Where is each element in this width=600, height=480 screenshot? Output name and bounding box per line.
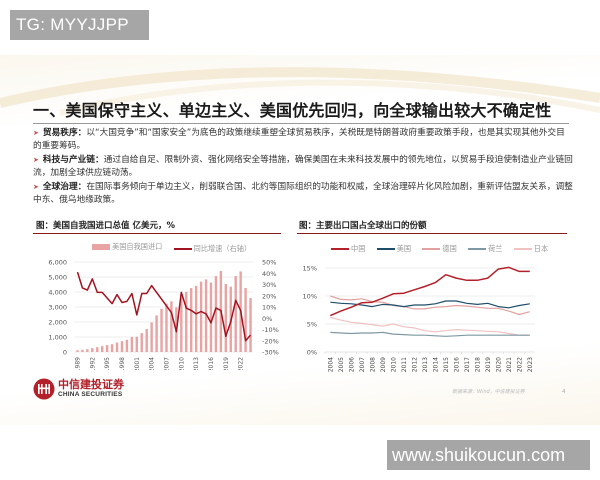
svg-text:2004: 2004 [149,357,156,370]
svg-text:2007: 2007 [163,357,170,370]
legend-item-netherlands: 荷兰 [468,244,502,254]
left-chart-title: 图：美国自我国进口总值 亿美元，% [36,221,175,231]
svg-text:1992: 1992 [89,357,96,370]
svg-text:2020: 2020 [495,357,502,372]
svg-text:1998: 1998 [119,357,126,370]
svg-text:2015: 2015 [443,357,450,372]
svg-text:2022: 2022 [238,357,245,370]
svg-text:2016: 2016 [208,357,215,370]
left-chart-legend: 美国自我国进口 同比增速（右轴） [92,242,260,254]
svg-text:6,000: 6,000 [48,259,67,267]
line-swatch-icon [468,248,487,250]
svg-text:0%: 0% [307,349,317,357]
page-title: 一、美国保守主义、单边主义、美国优先回归，向全球输出较大不确定性 [33,101,552,120]
legend-item-japan: 日本 [513,244,548,254]
svg-text:40%: 40% [262,270,276,278]
decorative-swoosh [0,67,600,116]
svg-text:1995: 1995 [104,357,111,370]
slide-background [0,55,600,425]
bullet-text: 通过自给自足、限制外资、强化网络安全等措施，确保美国在未来科技发展中的领先地位，… [33,154,573,179]
svg-text:-30%: -30% [262,349,279,357]
bar-swatch-icon [92,244,110,250]
bullet-key: 全球治理： [42,181,87,192]
svg-text:2023: 2023 [527,357,534,372]
bullet-list: ➤ 贸易秩序：以“大国竞争”和“国家安全”为底色的政策继续重塑全球贸易秩序，关税既… [33,127,573,207]
legend-item-china: 中国 [331,244,365,254]
source-note: 数据来源：Wind，中信建投证券 [452,389,525,395]
svg-text:2022: 2022 [516,357,523,372]
svg-text:3,000: 3,000 [48,304,67,312]
tg-watermark: TG: MYYJJPP [10,10,149,40]
svg-text:30%: 30% [262,281,276,289]
svg-text:1,000: 1,000 [48,334,67,342]
svg-text:2019: 2019 [223,357,230,370]
svg-text:2006: 2006 [348,357,355,372]
svg-text:2001: 2001 [134,357,141,370]
svg-text:2013: 2013 [193,357,200,370]
svg-text:10%: 10% [262,304,276,312]
svg-text:2014: 2014 [432,357,439,372]
arrow-bullet-icon: ➤ [33,155,39,164]
legend-item-growth: 同比增速（右轴） [173,244,251,254]
page-number: 4 [562,389,566,395]
logo-text-en: CHINA SECURITIES [58,391,123,398]
svg-text:-10%: -10% [262,326,279,334]
site-watermark: www.shuikoucun.com [387,440,590,470]
svg-text:0: 0 [63,349,67,357]
bullet-text: 以“大国竞争”和“国家安全”为底色的政策继续重塑全球贸易秩序，关税既是特朗普政府… [33,128,565,152]
legend-item-imports: 美国自我国进口 [92,242,162,252]
bullet-global-governance: ➤ 全球治理：在国际事务倾向于单边主义，削弱联合国、北约等国际组织的功能和权威，全… [33,181,573,208]
svg-text:50%: 50% [262,259,276,267]
citic-logo-icon [33,378,55,400]
svg-text:2009: 2009 [380,357,387,372]
bullet-trade-order: ➤ 贸易秩序：以“大国竞争”和“国家安全”为底色的政策继续重塑全球贸易秩序，关税既… [33,127,573,154]
svg-text:2007: 2007 [359,357,366,372]
svg-text:2008: 2008 [369,357,376,372]
title-divider [33,123,569,124]
line-swatch-icon [331,248,349,250]
line-swatch-icon [376,248,395,250]
svg-text:2013: 2013 [422,357,429,372]
svg-text:2017: 2017 [464,357,471,372]
svg-text:2011: 2011 [401,357,408,372]
svg-text:2018: 2018 [474,357,481,372]
line-swatch-icon [513,248,532,250]
left-chart-divider [33,233,281,235]
legend-item-germany: 德国 [422,244,457,254]
right-chart-divider [297,233,567,235]
svg-text:2019: 2019 [485,357,492,372]
svg-text:2005: 2005 [338,357,345,372]
company-logo: 中信建投证券 CHINA SECURITIES [33,378,124,400]
svg-text:2021: 2021 [506,357,513,372]
svg-text:-20%: -20% [262,337,279,345]
svg-text:20%: 20% [262,292,276,300]
svg-text:0%: 0% [262,315,272,323]
svg-text:5%: 5% [307,321,317,329]
right-chart-legend: 中国 美国 德国 荷兰 日本 [331,243,557,254]
right-chart-title: 图：主要出口国占全球出口的份额 [299,221,427,231]
bullet-text: 在国际事务倾向于单边主义，削弱联合国、北约等国际组织的功能和权威，全球治理碎片化… [33,181,573,206]
arrow-bullet-icon: ➤ [33,182,39,191]
logo-text-cn: 中信建投证券 [58,378,124,391]
svg-text:10%: 10% [303,293,317,301]
svg-text:1989: 1989 [74,357,81,370]
legend-item-usa: 美国 [376,244,411,254]
left-chart-plot: 0 1,000 2,000 3,000 4,000 5,000 6,000 -30% -20% -… [48,259,279,371]
svg-text:2010: 2010 [390,357,397,372]
svg-text:2010: 2010 [178,357,185,370]
svg-text:2004: 2004 [327,357,334,372]
svg-text:2016: 2016 [453,357,460,372]
svg-text:2,000: 2,000 [48,319,67,327]
line-swatch-icon [422,248,441,250]
svg-text:2012: 2012 [411,357,418,372]
bullet-key: 科技与产业链： [42,154,104,165]
arrow-bullet-icon: ➤ [33,129,39,137]
svg-text:15%: 15% [303,265,317,273]
svg-text:5,000: 5,000 [48,274,67,282]
bullet-key: 贸易秩序： [42,128,87,138]
svg-text:4,000: 4,000 [48,289,67,297]
bullet-tech-industry: ➤ 科技与产业链：通过自给自足、限制外资、强化网络安全等措施，确保美国在未来科技发… [33,154,573,181]
right-chart-plot: 0% 5% 10% 15% 2004 2005 2006 2007 2008 2009 2010 20… [303,265,535,372]
line-swatch-icon [173,248,192,250]
